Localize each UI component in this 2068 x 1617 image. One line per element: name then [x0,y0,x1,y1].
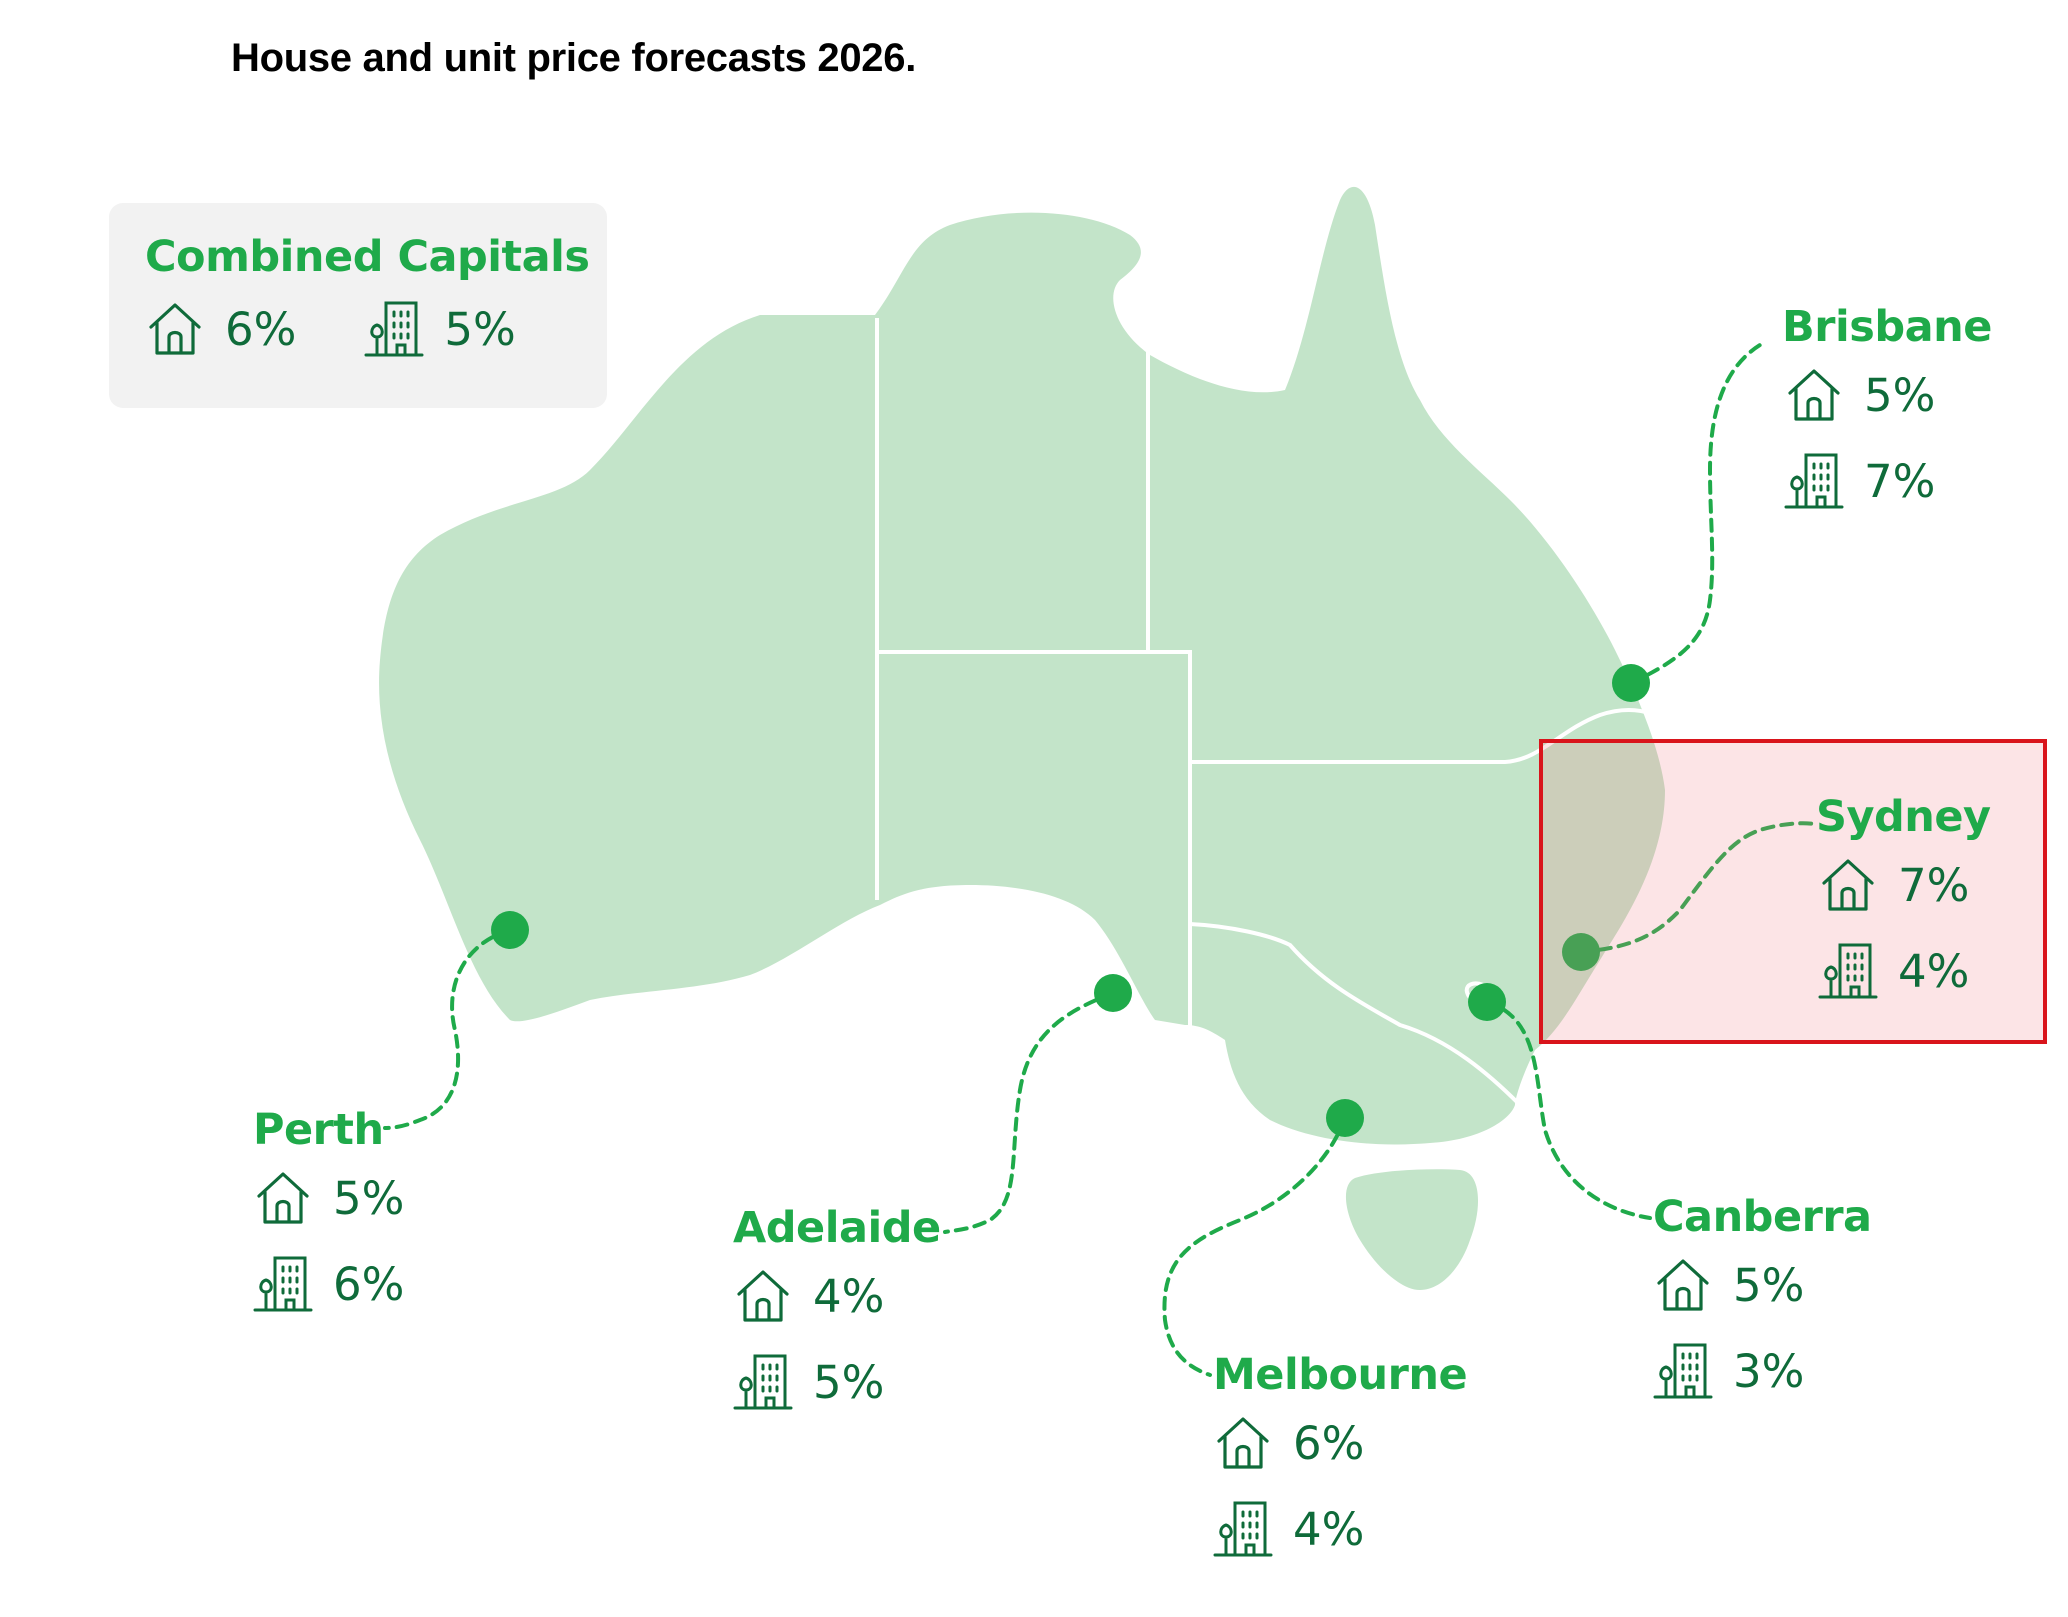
apartment-building-icon [1784,453,1844,509]
unit-value: 5% [813,1355,885,1409]
house-stat: 6% [1213,1400,1467,1486]
unit-value: 4% [1293,1502,1365,1556]
house-stat: 5% [253,1155,404,1241]
house-icon [1822,859,1874,911]
combined-capitals-label: Combined Capitals [145,232,590,282]
house-value: 7% [1898,858,1970,912]
city-name: Sydney [1816,792,1991,842]
house-icon [737,1270,789,1322]
unit-value: 4% [1898,944,1970,998]
house-icon [1217,1417,1269,1469]
marker-canberra [1468,983,1506,1021]
apartment-building-icon [1653,1343,1713,1399]
marker-adelaide [1094,974,1132,1012]
unit-value: 3% [1733,1344,1805,1398]
page-title: House and unit price forecasts 2026. [231,36,917,80]
apartment-building-icon [1213,1501,1273,1557]
city-name: Perth [253,1105,384,1155]
sydney-highlight-box [1539,739,2047,1044]
apartment-building-icon [1818,943,1878,999]
city-name: Adelaide [733,1203,941,1253]
house-icon [1657,1259,1709,1311]
unit-stat: 7% [1784,438,1992,524]
unit-stat: 3% [1653,1328,1872,1414]
leader-lines [383,343,1817,1377]
combined-unit-value: 5% [444,302,516,356]
city-perth: Perth 5% 6% [253,1105,404,1327]
combined-unit-stat: 5% [364,286,516,372]
city-name: Melbourne [1213,1350,1468,1400]
house-stat: 4% [733,1253,941,1339]
unit-stat: 6% [253,1241,404,1327]
unit-stat: 4% [1213,1486,1467,1572]
apartment-building-icon [733,1354,793,1410]
combined-house-stat: 6% [145,286,296,372]
city-name: Brisbane [1782,302,1992,352]
city-adelaide: Adelaide 4% 5% [733,1203,941,1425]
house-value: 5% [1864,368,1936,422]
city-melbourne: Melbourne 6% 4% [1213,1350,1468,1572]
unit-stat: 4% [1818,928,1991,1014]
city-name: Canberra [1653,1192,1872,1242]
house-value: 6% [1293,1416,1365,1470]
apartment-building-icon [364,301,424,357]
house-value: 5% [1733,1258,1805,1312]
house-value: 5% [333,1171,405,1225]
combined-capitals-panel [109,203,607,408]
state-borders [875,318,1656,1107]
combined-house-value: 6% [225,302,297,356]
australia-mainland [379,186,1665,1145]
marker-sydney [1562,933,1600,971]
house-icon [149,303,201,355]
tasmania [1345,1169,1479,1290]
unit-stat: 5% [733,1339,941,1425]
city-canberra: Canberra 5% 3% [1653,1192,1872,1414]
house-stat: 7% [1818,842,1991,928]
city-brisbane: Brisbane 5% 7% [1782,302,1992,524]
city-sydney: Sydney 7% 4% [1816,792,1991,1014]
house-value: 4% [813,1269,885,1323]
house-icon [257,1172,309,1224]
city-markers [491,664,1650,1137]
apartment-building-icon [253,1256,313,1312]
house-stat: 5% [1653,1242,1872,1328]
house-icon [1788,369,1840,421]
marker-brisbane [1612,664,1650,702]
marker-perth [491,911,529,949]
marker-melbourne [1326,1099,1364,1137]
combined-capitals: Combined Capitals 6% 5% [145,232,590,372]
unit-value: 6% [333,1257,405,1311]
unit-value: 7% [1864,454,1936,508]
house-stat: 5% [1784,352,1992,438]
